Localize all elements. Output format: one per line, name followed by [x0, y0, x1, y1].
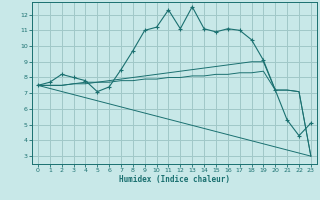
- X-axis label: Humidex (Indice chaleur): Humidex (Indice chaleur): [119, 175, 230, 184]
